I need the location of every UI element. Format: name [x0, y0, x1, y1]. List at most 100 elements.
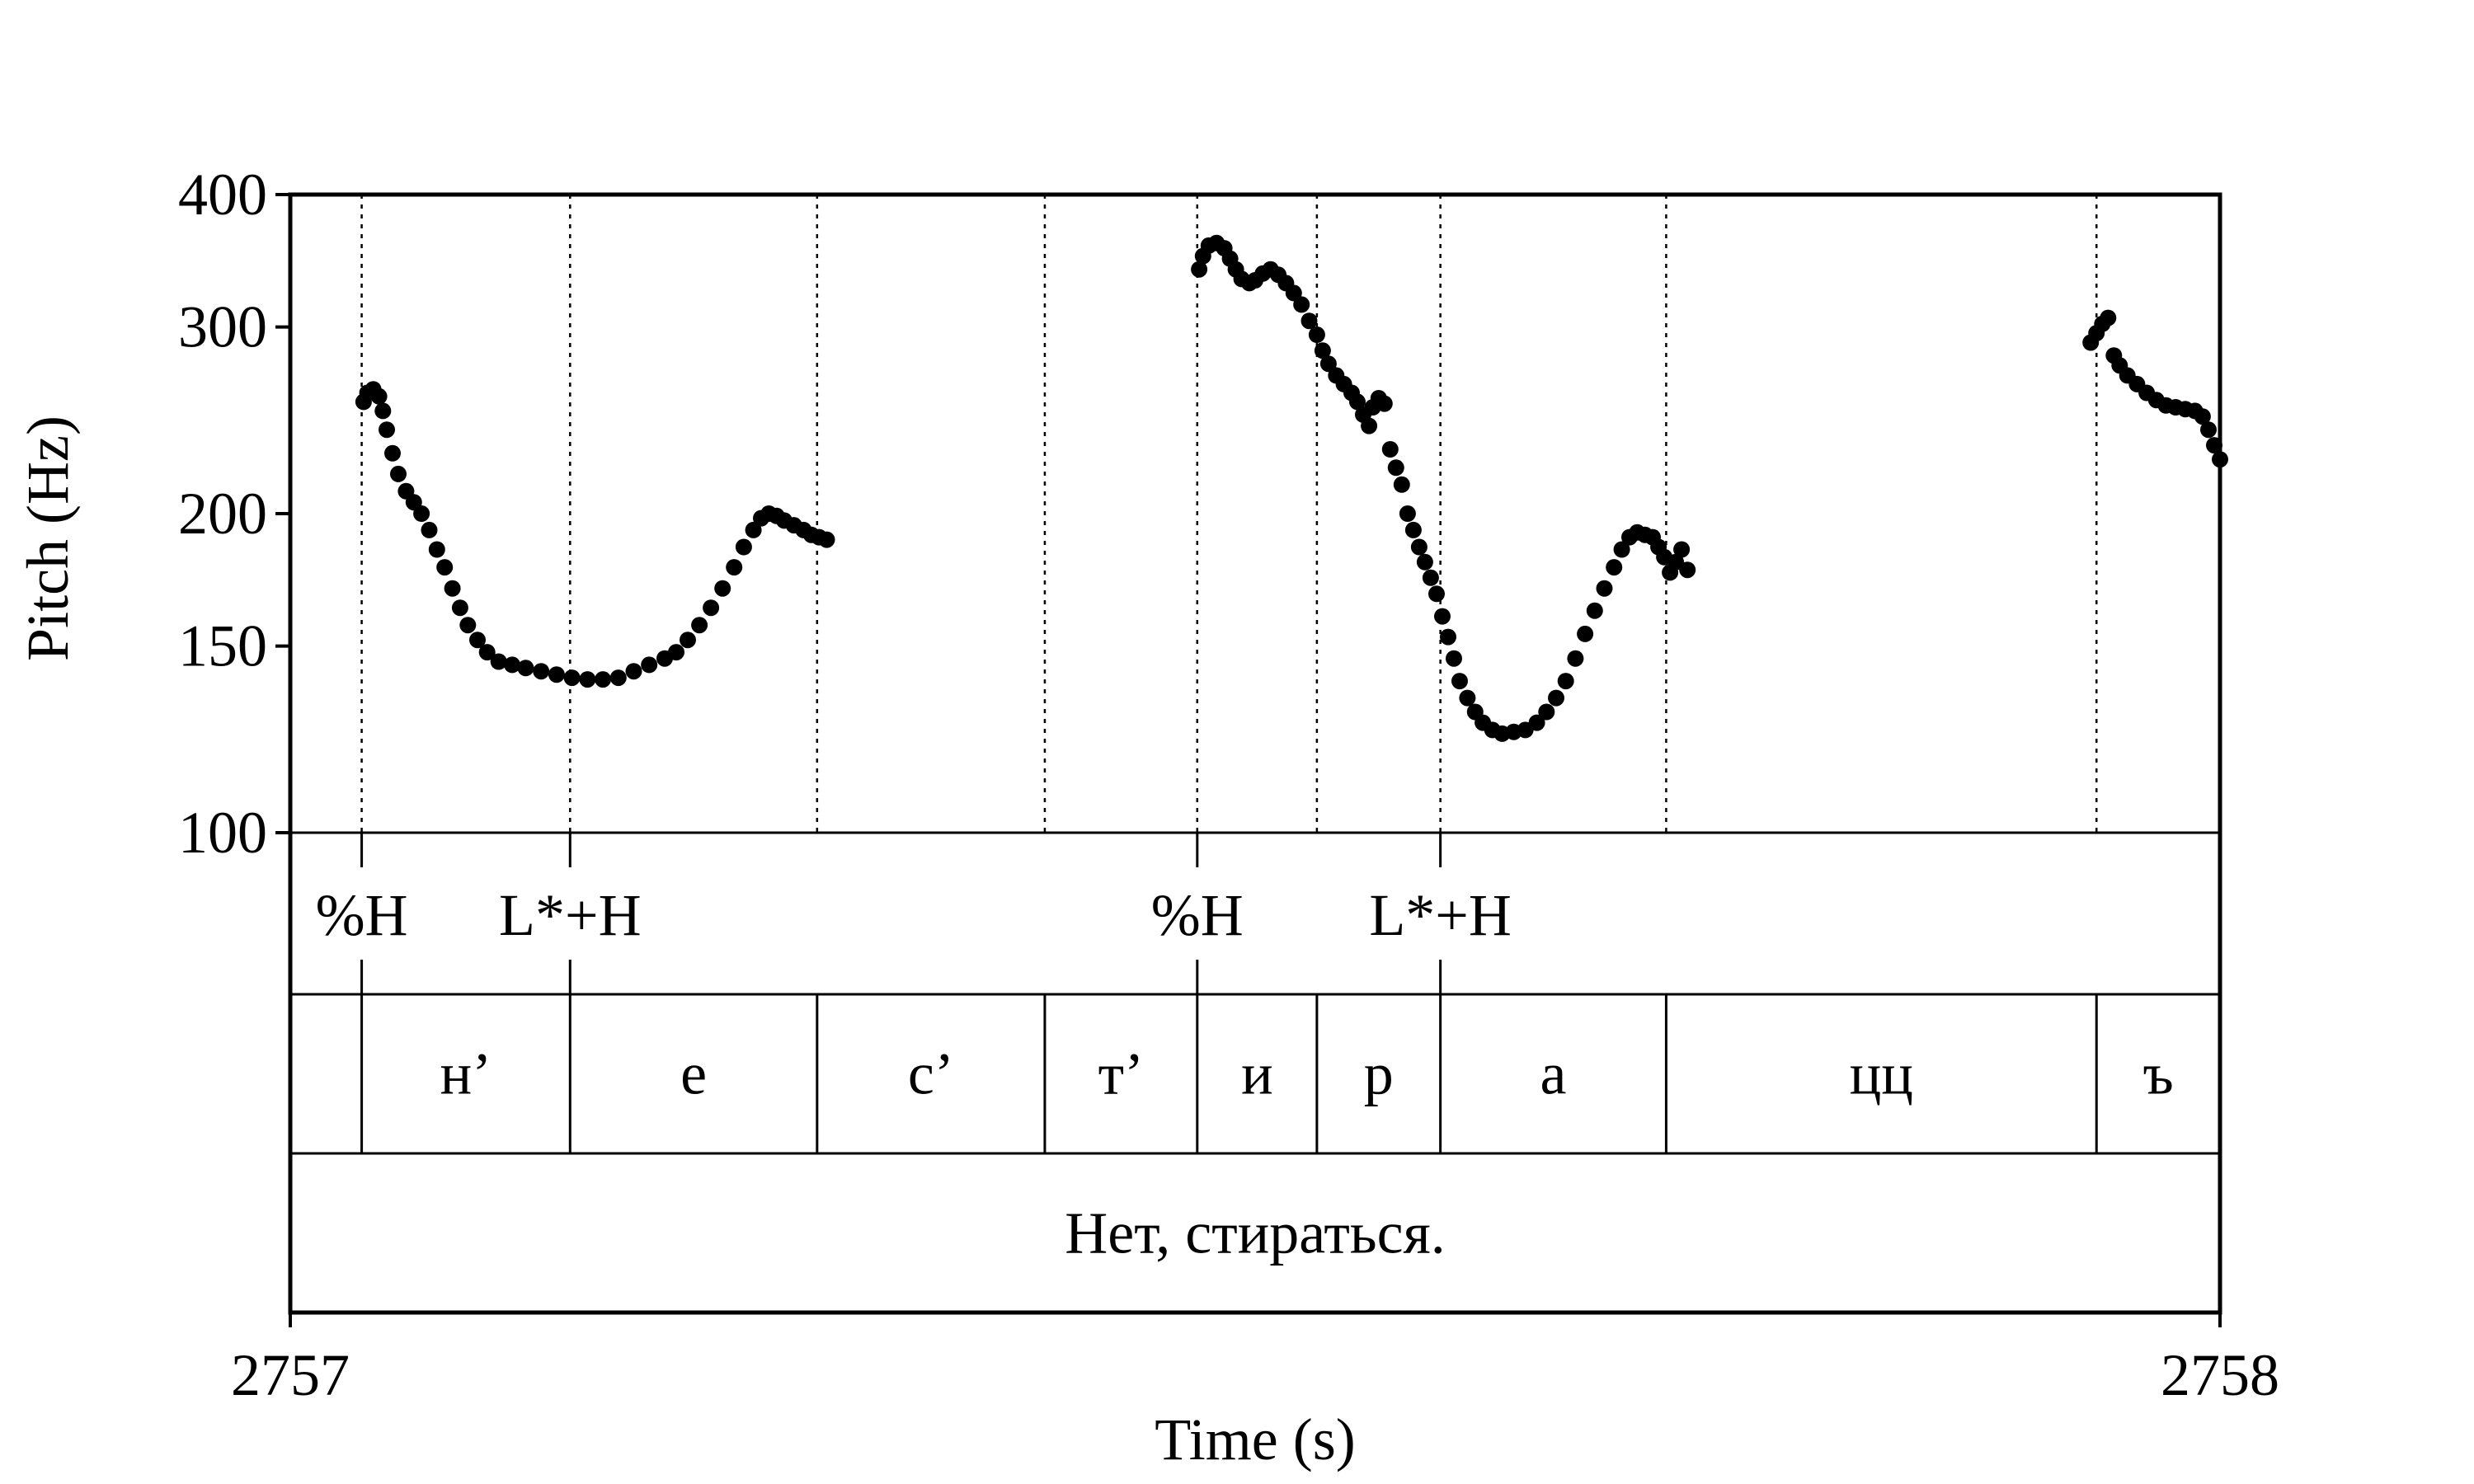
pitch-point — [1528, 714, 1545, 731]
pitch-point — [1538, 703, 1555, 721]
pitch-point — [1410, 538, 1427, 556]
pitch-point — [1416, 553, 1433, 571]
plot-frame — [288, 192, 2222, 1315]
pitch-point — [579, 671, 596, 688]
pitch-point — [595, 671, 612, 688]
pitch-point — [691, 617, 708, 634]
pitch-point — [384, 444, 401, 462]
tier-labels: %H L*+H %H L*+H н’ е с’ т’ и р а цц ъ Нет, стираться. — [316, 882, 2174, 1266]
pitch-point — [1422, 569, 1439, 586]
pitch-point — [374, 402, 392, 420]
pitch-point — [1567, 650, 1584, 667]
tone-label: L*+H — [499, 882, 642, 948]
pitch-point — [459, 617, 477, 634]
pitch-point — [2200, 421, 2217, 439]
pitch-point — [1387, 459, 1404, 477]
pitch-point — [2194, 408, 2211, 425]
segment-label: и — [1241, 1041, 1273, 1107]
y-axis-label: Pitch (Hz) — [15, 416, 81, 661]
x-axis-label: Time (s) — [1155, 1407, 1355, 1472]
pitch-point — [1548, 689, 1564, 707]
pitch-point — [1285, 284, 1302, 302]
pitch-point — [1586, 602, 1603, 619]
x-axis-ticks: 2757 2758 — [231, 1313, 2279, 1408]
pitch-point — [1577, 625, 1594, 642]
pitch-point — [1399, 505, 1416, 522]
segment-label: с’ — [908, 1041, 954, 1107]
pitch-point — [1319, 355, 1337, 373]
segment-boundary-lines — [360, 195, 2098, 1153]
segment-label: р — [1364, 1041, 1394, 1107]
pitch-point — [1606, 559, 1623, 576]
pitch-point — [726, 559, 743, 576]
pitch-point — [1428, 585, 1445, 603]
pitch-point — [745, 521, 762, 538]
pitch-point — [1459, 689, 1476, 707]
segment-label: цц — [1850, 1041, 1913, 1107]
pitch-point — [490, 653, 507, 670]
segment-label: е — [680, 1041, 707, 1107]
pitch-point — [703, 599, 720, 617]
pitch-point — [2100, 309, 2117, 326]
pitch-point — [504, 656, 521, 674]
pitch-point — [1613, 541, 1630, 558]
tone-label: %H — [1151, 882, 1244, 948]
tone-label: L*+H — [1369, 882, 1512, 948]
pitch-point — [714, 580, 731, 597]
pitch-point — [428, 541, 445, 558]
pitch-point — [1451, 673, 1468, 690]
pitch-point — [1381, 441, 1399, 458]
pitch-point — [548, 666, 565, 683]
y-tick-label: 150 — [178, 613, 267, 679]
pitch-point — [1679, 561, 1696, 579]
pitch-points — [355, 234, 2228, 742]
pitch-point — [641, 656, 658, 674]
pitch-point — [1596, 580, 1613, 597]
segment-label: н’ — [440, 1041, 492, 1107]
pitch-point — [1376, 395, 1393, 412]
x-tick-label: 2757 — [231, 1342, 350, 1408]
pitch-point — [1667, 553, 1685, 571]
pitch-point — [1446, 650, 1462, 667]
pitch-point — [444, 580, 461, 597]
x-tick-label: 2758 — [2161, 1342, 2279, 1408]
utterance-label: Нет, стираться. — [1065, 1200, 1445, 1266]
pitch-point — [421, 521, 438, 538]
y-axis-ticks: 100 150 200 300 400 — [178, 162, 290, 866]
pitch-point — [818, 531, 835, 548]
pitch-point — [469, 632, 486, 649]
pitch-point — [735, 538, 752, 556]
pitch-point — [379, 421, 395, 439]
segment-label: а — [1540, 1041, 1567, 1107]
pitch-point — [1393, 476, 1410, 493]
y-tick-label: 300 — [178, 294, 267, 360]
pitch-point — [1191, 261, 1208, 278]
pitch-point — [478, 644, 496, 661]
pitch-point — [1349, 393, 1366, 411]
pitch-point — [413, 505, 430, 522]
pitch-point — [533, 663, 550, 680]
pitch-point — [1673, 541, 1691, 558]
y-tick-label: 100 — [178, 800, 267, 866]
pitch-point — [390, 465, 407, 482]
pitch-point — [370, 387, 388, 405]
tone-label: %H — [316, 882, 408, 948]
pitch-point — [436, 559, 454, 576]
pitch-point — [1361, 417, 1378, 434]
segment-label: т’ — [1098, 1041, 1144, 1107]
pitch-point — [609, 669, 627, 687]
pitch-point — [1300, 312, 1318, 330]
pitch-point — [1557, 673, 1574, 690]
pitch-point — [1293, 296, 1310, 313]
pitch-point — [1404, 521, 1422, 538]
pitch-point — [563, 669, 581, 687]
pitch-point — [517, 660, 534, 677]
pitch-point — [1434, 608, 1451, 625]
y-tick-label: 400 — [178, 162, 267, 228]
tier-divider-lines — [290, 831, 2220, 1155]
pitch-point — [680, 632, 696, 649]
pitch-point — [1314, 342, 1331, 359]
pitch-point — [451, 599, 468, 617]
pitch-point — [1440, 628, 1456, 646]
